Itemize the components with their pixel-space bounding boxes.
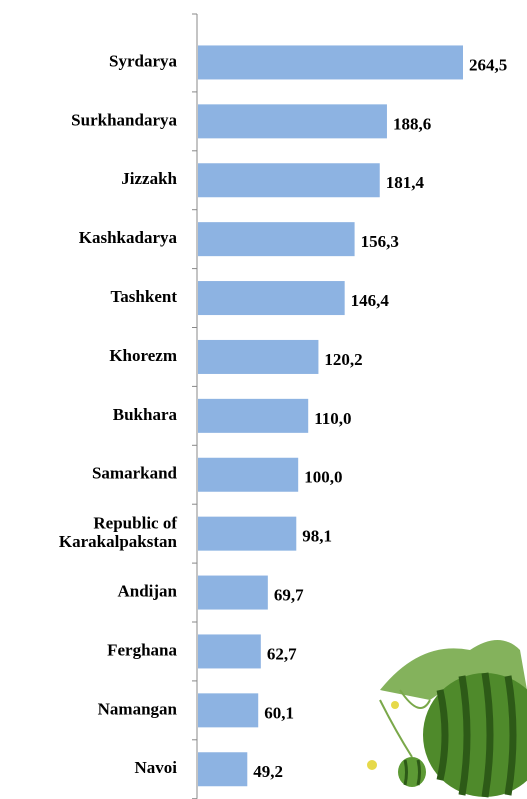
value-label: 60,1 <box>264 703 294 722</box>
value-label: 98,1 <box>302 527 332 546</box>
value-label: 156,3 <box>361 232 399 251</box>
bar <box>198 693 259 728</box>
category-label: Bukhara <box>113 405 178 424</box>
value-label: 100,0 <box>304 468 342 487</box>
value-label: 49,2 <box>253 762 283 781</box>
bar <box>198 752 248 787</box>
value-label: 264,5 <box>469 55 507 74</box>
category-label: Syrdarya <box>109 51 178 70</box>
bar <box>198 222 355 257</box>
category-label: Republic of Karakalpakstan <box>59 513 178 551</box>
bar <box>198 104 387 139</box>
category-label: Namangan <box>98 699 178 718</box>
category-label: Samarkand <box>92 464 178 483</box>
value-label: 120,2 <box>324 350 362 369</box>
bar <box>198 516 297 551</box>
bar <box>198 339 319 374</box>
bar <box>198 575 268 610</box>
bar <box>198 281 345 316</box>
category-label: Jizzakh <box>121 169 177 188</box>
category-label: Tashkent <box>111 287 178 306</box>
category-label: Khorezm <box>109 346 177 365</box>
bar <box>198 45 463 80</box>
bar <box>198 398 309 433</box>
bar <box>198 163 380 198</box>
value-label: 188,6 <box>393 114 431 133</box>
watermelon-illustration <box>367 640 527 798</box>
category-label: Navoi <box>135 758 178 777</box>
bar <box>198 457 299 492</box>
category-label: Kashkadarya <box>79 228 178 247</box>
value-label: 62,7 <box>267 644 297 663</box>
category-label: Andijan <box>117 581 177 600</box>
category-label: Surkhandarya <box>71 110 177 129</box>
value-label: 69,7 <box>274 585 304 604</box>
bar <box>198 634 261 669</box>
category-label: Ferghana <box>107 640 177 659</box>
value-label: 110,0 <box>314 409 351 428</box>
value-label: 181,4 <box>386 173 425 192</box>
value-label: 146,4 <box>351 291 390 310</box>
